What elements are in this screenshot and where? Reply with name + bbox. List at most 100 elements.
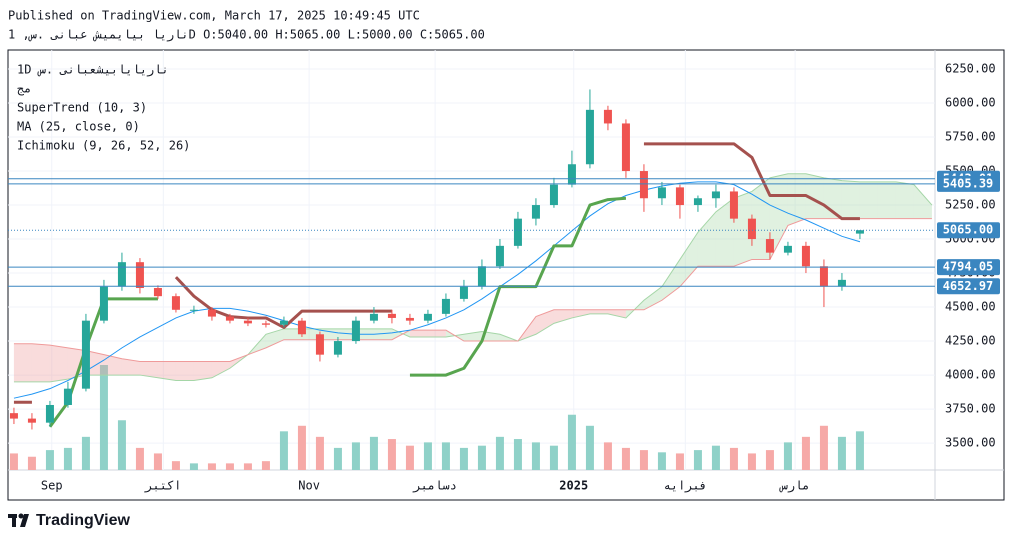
candle-body	[495, 245, 504, 267]
candle-body	[855, 230, 864, 234]
logo-icon	[12, 514, 16, 527]
volume-bar	[819, 425, 828, 470]
candle-body	[135, 262, 144, 289]
candle-body	[549, 184, 558, 206]
candle-body	[459, 286, 468, 299]
candle-body	[531, 205, 540, 219]
volume-bar	[567, 414, 576, 470]
cloud-fill	[805, 173, 824, 219]
cloud-fill	[913, 184, 932, 219]
volume-bar	[9, 453, 18, 470]
logo-icon	[18, 513, 24, 519]
cloud-fill	[265, 328, 284, 348]
plot: 3500.003750.004000.004250.004500.004750.…	[8, 50, 1000, 494]
cloud-fill	[49, 345, 68, 382]
cloud-fill	[751, 177, 770, 260]
volume-bar	[441, 442, 450, 470]
y-tick-label: 4250.00	[945, 334, 996, 348]
volume-bar	[279, 431, 288, 470]
cloud-fill	[67, 347, 86, 380]
span-a	[13, 173, 933, 383]
candle-body	[189, 309, 198, 311]
candle-body	[153, 288, 162, 297]
candle-body	[783, 245, 792, 253]
cloud-fill	[139, 361, 158, 378]
volume-bar	[693, 450, 702, 470]
volume-bar	[171, 461, 180, 470]
span-b	[13, 218, 932, 362]
volume-bar	[117, 420, 126, 470]
level-tag: 4652.97	[943, 279, 994, 293]
cloud-fill	[733, 191, 752, 267]
cloud-fill	[157, 361, 176, 381]
candle-body	[477, 266, 486, 287]
candle-body	[225, 316, 234, 321]
cloud-fill	[859, 181, 878, 219]
candle-body	[765, 239, 774, 253]
cloud-fill	[661, 259, 680, 301]
cloud-fill	[841, 180, 860, 219]
volume-bar	[765, 450, 774, 470]
logo-icon	[20, 514, 29, 527]
cloud-fill	[301, 328, 320, 340]
candle-body	[387, 313, 396, 318]
y-tick-label: 5250.00	[945, 198, 996, 212]
volume-bar	[99, 365, 108, 470]
cloud-fill	[643, 286, 662, 310]
candle-body	[99, 286, 108, 321]
volume-bar	[729, 447, 738, 470]
last-price-tag-bg	[937, 222, 1000, 239]
x-tick-label: دسامبر	[412, 479, 456, 494]
level-tag-bg	[937, 278, 1000, 295]
cloud-fill	[589, 309, 608, 314]
legend-entry: MA (25, close, 0)	[17, 120, 140, 134]
volume-bar	[81, 436, 90, 470]
level-tag-bg	[937, 259, 1000, 276]
cloud-fill	[535, 309, 554, 335]
volume-bar	[243, 463, 252, 470]
candle-body	[585, 109, 594, 165]
candle-body	[351, 320, 360, 342]
candle-body	[45, 404, 54, 423]
y-tick-label: 3750.00	[945, 402, 996, 416]
volume-bar	[783, 442, 792, 470]
candle-body	[369, 313, 378, 321]
volume-bar	[315, 436, 324, 470]
volume-bar	[531, 442, 540, 470]
volume-bar	[747, 453, 756, 470]
last-price-tag: 5065.00	[943, 223, 994, 237]
candle-body	[81, 320, 90, 389]
candle-body	[9, 413, 18, 419]
candle-body	[693, 198, 702, 206]
volume-bar	[207, 463, 216, 470]
x-tick-label: 2025	[559, 479, 588, 493]
cloud-fill	[337, 328, 356, 340]
candle-body	[801, 245, 810, 267]
cloud-fill	[13, 343, 32, 382]
cloud-fill	[103, 354, 122, 376]
volume-bar	[621, 447, 630, 470]
y-tick-label: 5750.00	[945, 130, 996, 144]
legend-entry: مج	[17, 82, 31, 96]
supertrend-line	[643, 142, 860, 221]
level-tag: 4794.05	[943, 260, 994, 274]
candle-body	[657, 187, 666, 199]
cloud-fill	[175, 361, 194, 381]
candle-body	[171, 296, 180, 310]
legend-entry: Ichimoku (9, 26, 52, 26)	[17, 139, 190, 153]
cloud-fill	[373, 328, 392, 340]
cloud-fill	[319, 328, 338, 340]
cloud-fill	[193, 361, 212, 381]
legend: 1D ناريايابيشعبانى .س مج SuperTrend (10, 3…	[17, 63, 190, 153]
candle-body	[261, 323, 270, 325]
symbol-line: ناريا بيايميش عبانى .س, 1D O:5040.00 H:5…	[8, 28, 485, 43]
cloud-fill	[409, 330, 428, 337]
volume-bar	[657, 452, 666, 470]
volume-bar	[423, 442, 432, 470]
x-tick-label: اكتبر	[144, 479, 181, 494]
volume-bar	[333, 447, 342, 470]
cloud-fill	[283, 328, 302, 340]
candle-body	[675, 187, 684, 206]
candle-body	[747, 218, 756, 240]
